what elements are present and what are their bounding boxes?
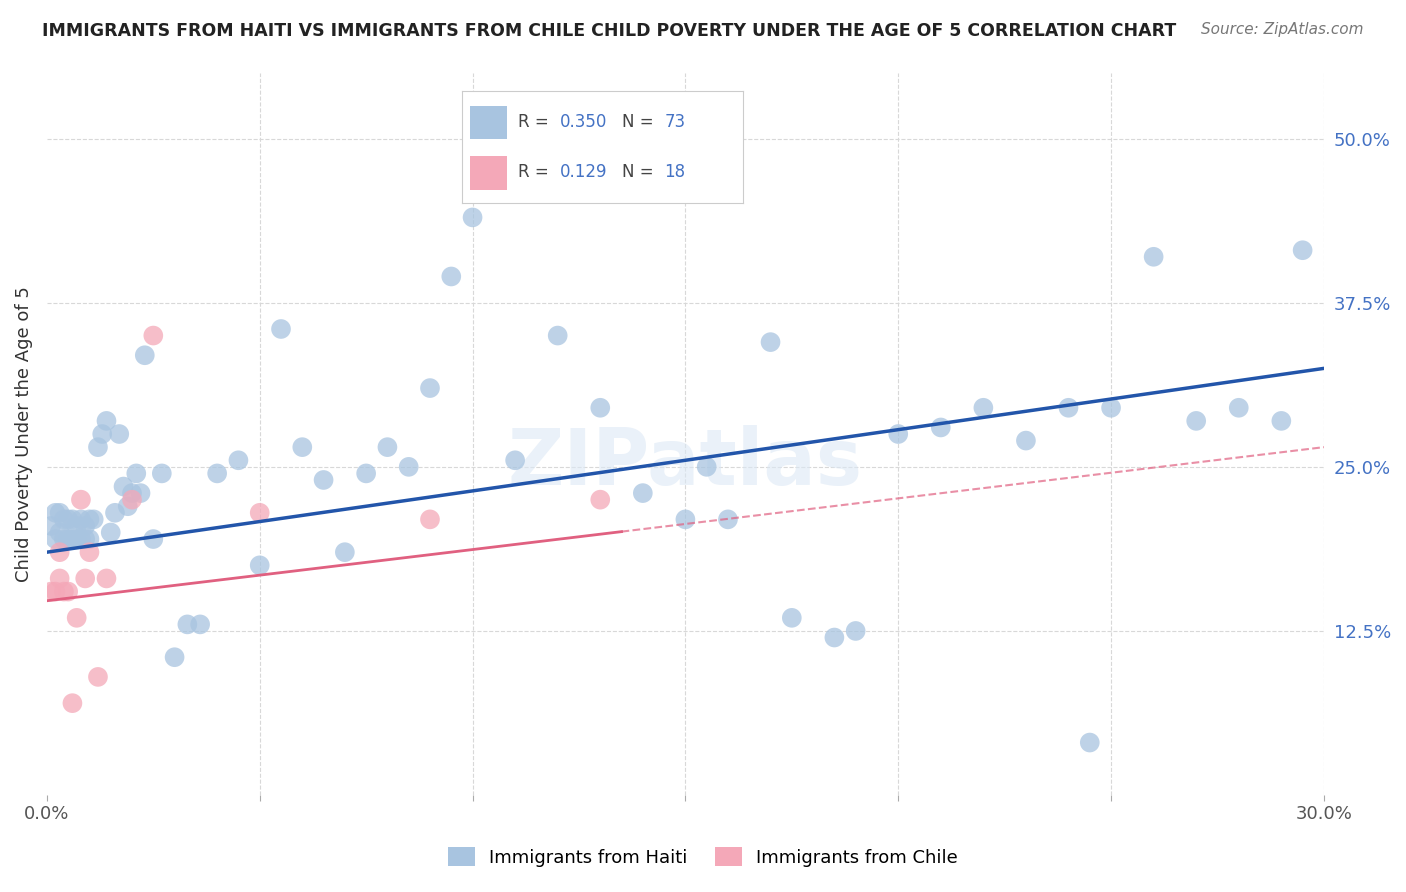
Point	[56, 532, 79, 546]
Point	[117, 500, 139, 514]
Text: ZIPatlas: ZIPatlas	[508, 425, 863, 501]
Point	[589, 401, 612, 415]
Point	[780, 611, 803, 625]
Point	[354, 467, 377, 481]
Point	[108, 427, 131, 442]
Point	[1078, 735, 1101, 749]
Point	[96, 571, 118, 585]
Y-axis label: Child Poverty Under the Age of 5: Child Poverty Under the Age of 5	[15, 286, 32, 582]
Point	[398, 459, 420, 474]
Point	[547, 328, 569, 343]
Point	[1185, 414, 1208, 428]
Point	[83, 512, 105, 526]
Point	[205, 467, 228, 481]
Point	[503, 453, 526, 467]
Point	[631, 486, 654, 500]
Point	[1227, 401, 1250, 415]
Point	[249, 558, 271, 573]
Point	[419, 512, 441, 526]
Point	[163, 650, 186, 665]
Point	[150, 467, 173, 481]
Point	[104, 506, 127, 520]
Point	[79, 512, 101, 526]
Point	[673, 512, 696, 526]
Point	[823, 631, 845, 645]
Point	[419, 381, 441, 395]
Point	[52, 532, 75, 546]
Point	[121, 492, 143, 507]
Point	[87, 670, 110, 684]
Point	[79, 545, 101, 559]
Point	[96, 414, 118, 428]
Point	[461, 211, 484, 225]
Point	[70, 512, 93, 526]
Point	[75, 519, 97, 533]
Point	[121, 486, 143, 500]
Point	[39, 584, 62, 599]
Point	[1291, 244, 1313, 258]
Point	[1057, 401, 1080, 415]
Point	[1099, 401, 1122, 415]
Point	[125, 467, 148, 481]
Point	[62, 532, 84, 546]
Point	[249, 506, 271, 520]
Point	[44, 506, 66, 520]
Point	[62, 512, 84, 526]
Point	[1270, 414, 1292, 428]
Point	[62, 696, 84, 710]
Point	[228, 453, 250, 467]
Point	[52, 584, 75, 599]
Point	[377, 440, 399, 454]
Point	[134, 348, 156, 362]
Point	[696, 459, 718, 474]
Point	[70, 532, 93, 546]
Point	[48, 545, 70, 559]
Point	[56, 512, 79, 526]
Point	[129, 486, 152, 500]
Point	[142, 532, 165, 546]
Point	[70, 492, 93, 507]
Point	[1143, 250, 1166, 264]
Point	[56, 584, 79, 599]
Point	[972, 401, 994, 415]
Legend: Immigrants from Haiti, Immigrants from Chile: Immigrants from Haiti, Immigrants from C…	[440, 840, 966, 874]
Point	[66, 611, 89, 625]
Point	[79, 532, 101, 546]
Point	[188, 617, 211, 632]
Point	[112, 479, 135, 493]
Point	[291, 440, 314, 454]
Point	[48, 525, 70, 540]
Point	[75, 571, 97, 585]
Point	[44, 584, 66, 599]
Point	[100, 525, 122, 540]
Point	[759, 335, 782, 350]
Point	[44, 532, 66, 546]
Point	[589, 492, 612, 507]
Point	[87, 440, 110, 454]
Text: Source: ZipAtlas.com: Source: ZipAtlas.com	[1201, 22, 1364, 37]
Point	[845, 624, 868, 638]
Point	[929, 420, 952, 434]
Point	[142, 328, 165, 343]
Point	[1015, 434, 1038, 448]
Point	[39, 519, 62, 533]
Point	[270, 322, 292, 336]
Point	[312, 473, 335, 487]
Point	[333, 545, 356, 559]
Point	[52, 512, 75, 526]
Point	[48, 571, 70, 585]
Point	[887, 427, 910, 442]
Point	[440, 269, 463, 284]
Point	[66, 519, 89, 533]
Text: IMMIGRANTS FROM HAITI VS IMMIGRANTS FROM CHILE CHILD POVERTY UNDER THE AGE OF 5 : IMMIGRANTS FROM HAITI VS IMMIGRANTS FROM…	[42, 22, 1177, 40]
Point	[176, 617, 198, 632]
Point	[717, 512, 740, 526]
Point	[91, 427, 114, 442]
Point	[75, 532, 97, 546]
Point	[48, 506, 70, 520]
Point	[66, 532, 89, 546]
